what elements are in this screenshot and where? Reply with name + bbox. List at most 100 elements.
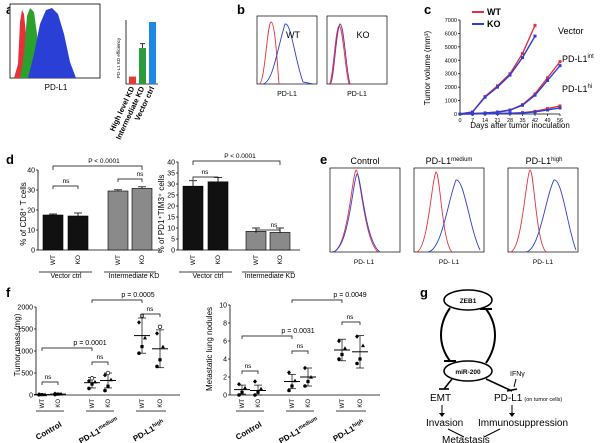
c-point xyxy=(508,108,512,112)
f-point xyxy=(240,390,244,394)
b-ko-label: KO xyxy=(356,30,369,40)
c-legend: WT KO xyxy=(472,7,501,29)
f-point xyxy=(287,388,291,393)
panel-d: d % of CD8⁺ T cells P < 0.0001 ns ns Vec… xyxy=(0,150,320,280)
f-point xyxy=(287,370,291,375)
d-ytick-label: 40 xyxy=(27,168,35,175)
c-point xyxy=(521,103,524,107)
f-point xyxy=(155,364,159,369)
c-ytick-label: 0 xyxy=(454,112,457,118)
pdl1-label-note: (on tumor cells) xyxy=(524,397,562,403)
d-ytick-label: 30 xyxy=(27,188,35,195)
e1-red xyxy=(331,169,379,253)
d-bar xyxy=(42,214,64,251)
f-point xyxy=(90,382,94,386)
pdl1-label: PD-L1 (on tumor cells) xyxy=(494,393,562,404)
c-point xyxy=(558,60,562,64)
f2-p2: p = 0.0049 xyxy=(333,292,366,299)
f-ytick-label: 4 xyxy=(223,357,227,364)
f-ytick-label: 0 xyxy=(223,393,227,400)
f1-group-3: PD-L1high xyxy=(131,418,166,443)
f2-group-1: Control xyxy=(234,420,263,442)
d1-group1: Vector ctrl xyxy=(50,273,82,280)
panel-a-histogram: PD-L1 xyxy=(9,3,101,92)
f-category-label: WT xyxy=(40,399,46,409)
f2-group-1-base: Control xyxy=(234,420,263,442)
d-category-label: KO xyxy=(139,255,146,264)
f-point xyxy=(340,352,344,357)
f-ytick-label: 2000 xyxy=(17,305,33,312)
e-title-2: PD-L1medium xyxy=(426,156,473,166)
e-title-2-base: PD-L1 xyxy=(426,156,452,166)
c-ytick-label: 7000 xyxy=(445,18,457,24)
f1-group-2-sup: medium xyxy=(97,416,118,432)
f1-ns-1: ns xyxy=(45,374,53,381)
panel-c: c Tumor volume (mm³) Days after tumor in… xyxy=(420,0,601,150)
f-category-label: KO xyxy=(56,399,62,408)
d-bar xyxy=(182,185,204,251)
invasion-label: Invasion xyxy=(426,418,463,429)
e2-xlabel: PD- L1 xyxy=(439,259,460,266)
d1-ns-right: ns xyxy=(137,171,145,178)
f-point xyxy=(37,392,41,397)
f-category-label: KO xyxy=(256,399,262,408)
c-xtick-label: 14 xyxy=(482,118,488,124)
f-point xyxy=(253,393,257,397)
d1-group2: Intermediate KD xyxy=(109,273,160,280)
immunosuppression-label: Immunosuppression xyxy=(478,418,568,429)
c-point xyxy=(521,52,524,56)
b-ko-purple xyxy=(329,23,351,85)
f-ytick-label: 1500 xyxy=(17,327,33,334)
f-category-label: KO xyxy=(358,399,364,408)
d-bar xyxy=(67,215,89,251)
f-ns-bracket xyxy=(291,350,309,354)
f-ytick-label: 6 xyxy=(223,339,227,346)
f-ns-bracket xyxy=(41,381,59,385)
c-series-line xyxy=(459,35,536,115)
c-point xyxy=(483,112,487,116)
d-category-label: WT xyxy=(190,255,197,265)
f2-ns-3: ns xyxy=(347,314,355,321)
d-bar xyxy=(245,231,267,251)
f-point xyxy=(361,343,365,348)
f-p-bracket xyxy=(241,335,293,339)
c-ytick-label: 4000 xyxy=(445,58,457,64)
d2-group2: Intermediate KD xyxy=(245,273,296,280)
c-point xyxy=(458,112,462,116)
a-bar xyxy=(139,48,146,84)
d-category-label: KO xyxy=(75,255,82,264)
hist-xlabel: PD-L1 xyxy=(45,83,68,92)
c-legend-ko: KO xyxy=(487,19,501,29)
zeb1-label: ZEB1 xyxy=(460,298,477,305)
f-point xyxy=(290,384,294,388)
d-category-label: KO xyxy=(215,255,222,264)
d-ns-bracket xyxy=(52,185,79,189)
f-point xyxy=(337,357,341,361)
inhibit-zeb1-to-mir200 xyxy=(440,307,451,362)
f-category-label: KO xyxy=(106,399,112,408)
c-ytick-label: 2000 xyxy=(445,85,457,91)
c-legend-wt: WT xyxy=(487,7,501,17)
d1-ns-left: ns xyxy=(63,178,71,185)
c-xtick-label: 7 xyxy=(471,118,474,124)
f-point xyxy=(256,390,260,394)
f-point xyxy=(355,361,359,366)
panel-b-histograms: WT PD-L1 KO PD-L1 xyxy=(256,15,388,98)
d-bar xyxy=(207,181,229,251)
c-point xyxy=(558,64,562,68)
f-p-bracket xyxy=(291,299,343,303)
f-point xyxy=(105,370,111,376)
c-ytick-label: 5000 xyxy=(445,45,457,51)
f-point xyxy=(137,320,141,325)
panel-c-linechart: Tumor volume (mm³) Days after tumor inoc… xyxy=(423,7,594,130)
d-ns-bracket xyxy=(117,178,143,182)
f-point xyxy=(303,384,307,388)
e1-xlabel: PD- L1 xyxy=(354,259,375,266)
f2-ns-2: ns xyxy=(297,343,305,350)
c-point xyxy=(496,112,499,116)
f-point xyxy=(237,393,241,397)
f1-group-2: PD-L1medium xyxy=(77,416,120,443)
c-xtick-label: 28 xyxy=(507,118,513,124)
d-bar xyxy=(131,188,153,251)
mir200-to-pdl1 xyxy=(485,378,513,392)
